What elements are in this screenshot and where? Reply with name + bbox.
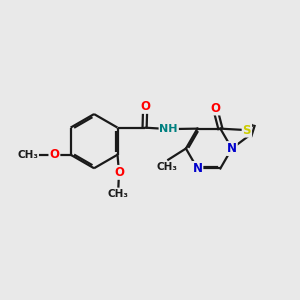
Text: O: O xyxy=(114,166,124,179)
Text: N: N xyxy=(227,142,237,155)
Text: O: O xyxy=(50,148,59,161)
Text: S: S xyxy=(243,124,251,136)
Text: N: N xyxy=(192,162,203,175)
Text: O: O xyxy=(140,100,150,113)
Text: O: O xyxy=(210,101,220,115)
Text: CH₃: CH₃ xyxy=(17,150,38,160)
Text: CH₃: CH₃ xyxy=(108,190,129,200)
Text: CH₃: CH₃ xyxy=(156,162,177,172)
Text: NH: NH xyxy=(160,124,178,134)
